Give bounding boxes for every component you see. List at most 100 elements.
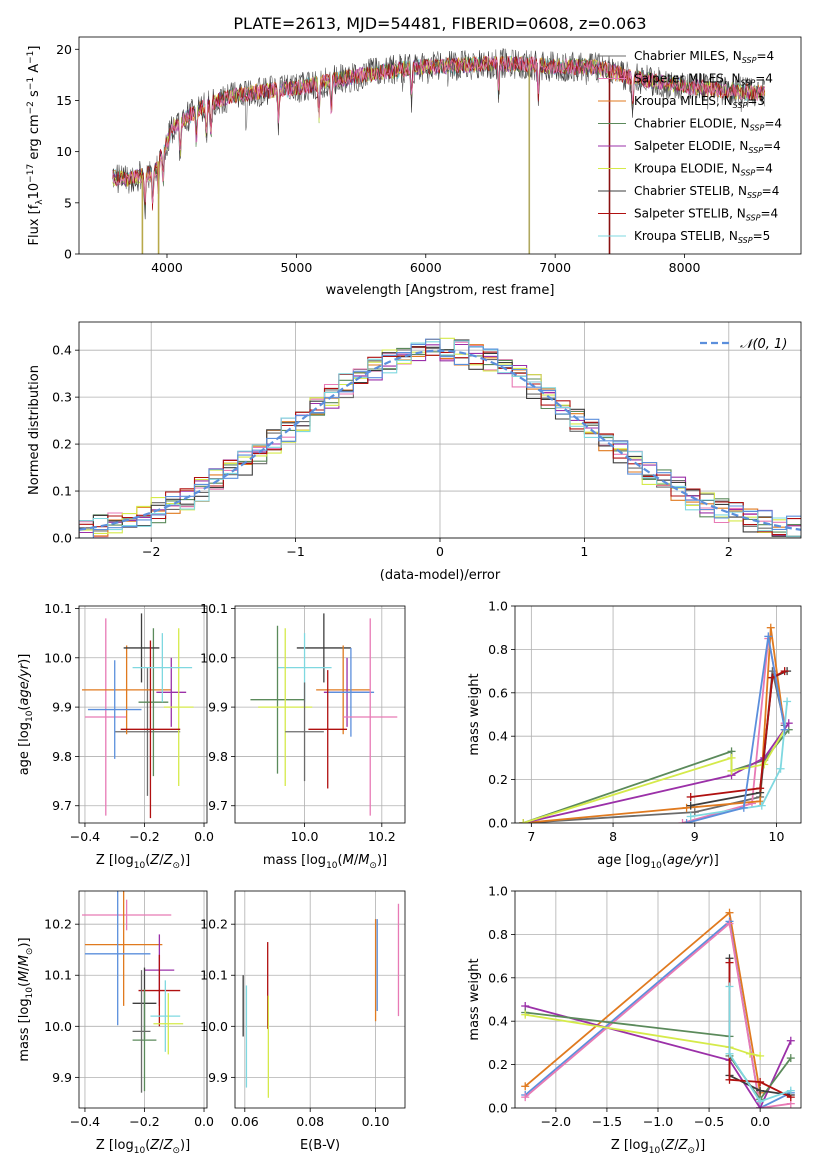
weight-line: [690, 670, 786, 798]
plot-area: [521, 908, 795, 1108]
label-part: Z: [149, 1138, 160, 1153]
label-part: /: [674, 1138, 679, 1153]
y-axis-label: age [log10(age/yr)]: [17, 654, 35, 776]
label-part: 10: [27, 183, 42, 200]
label-part: 10: [25, 987, 35, 999]
label-part: M: [343, 853, 354, 868]
y-tick-label: 10.1: [44, 601, 72, 616]
label-part: Z: [664, 1138, 675, 1153]
spectrum-line: [112, 55, 766, 204]
axes-frame: [78, 321, 802, 539]
legend-entry: Kroupa MILES, NSSP=3: [634, 94, 765, 110]
legend-label: Chabrier MILES, N: [634, 49, 742, 63]
histogram-step: [79, 338, 801, 538]
legend-entry: Kroupa ELODIE, NSSP=4: [634, 162, 773, 178]
label-part: )]: [17, 937, 32, 947]
x-tick-label: 5000: [280, 260, 312, 275]
label-part: ⊙: [369, 861, 377, 871]
y-tick-label: 0.4: [488, 729, 508, 744]
label-part: mass [log: [17, 998, 32, 1061]
axes-frame: [78, 890, 208, 1109]
x-axis-label: Z [log10(Z/Z⊙)]: [96, 853, 190, 871]
axes-frame: [78, 605, 208, 824]
axes-frame: [234, 890, 406, 1109]
weight-vs-z-panel: −2.0 −1.5 −1.0 −0.5 0.0 0.0 0.2 0.4 0.6 0.8 1.0 Z […: [467, 884, 802, 1156]
legend-label: Chabrier ELODIE, N: [634, 117, 750, 131]
weight-line: [525, 1013, 761, 1057]
page-title: PLATE=2613, MJD=54481, FIBERID=0608, z=0…: [233, 14, 646, 33]
plot-area: [112, 48, 766, 254]
label-part: mass [log: [263, 853, 326, 868]
x-tick-label: −1.0: [643, 1114, 673, 1129]
label-part: ⊙: [172, 861, 180, 871]
label-part: age/yr: [667, 853, 710, 868]
label-part: (data-model)/error: [380, 568, 501, 583]
y-axis-label: Flux [fλ10−17 erg cm−2 s−1 A−1]: [26, 46, 45, 246]
label-part: Z [log: [96, 1138, 134, 1153]
x-axis-label: Z [log10(Z/Z⊙)]: [96, 1138, 190, 1156]
y-tick-label: 0.0: [488, 816, 508, 831]
y-axis-label: mass weight: [467, 673, 482, 755]
x-tick-label: 0.08: [296, 1114, 324, 1129]
legend-label: Kroupa STELIB, N: [634, 229, 738, 243]
legend-suffix: =4: [764, 117, 782, 131]
label-part: )]: [709, 853, 719, 868]
legend-sub: SSP: [733, 101, 748, 110]
legend-entry: Chabrier STELIB, NSSP=4: [634, 184, 779, 200]
label-part: Z: [163, 853, 174, 868]
label-part: )]: [180, 853, 190, 868]
legend-sub: SSP: [742, 56, 757, 65]
y-tick-label: 9.9: [52, 1070, 72, 1085]
y-tick-label: 0.4: [488, 1014, 508, 1029]
x-tick-label: 9: [691, 829, 699, 844]
label-part: (: [145, 853, 150, 868]
label-part: (: [145, 1138, 150, 1153]
label-part: /: [354, 853, 359, 868]
x-axis-label: mass [log10(M/M⊙)]: [263, 853, 387, 871]
label-part: Z [log: [96, 853, 134, 868]
legend-entry: Kroupa STELIB, NSSP=5: [634, 229, 770, 245]
x-tick-label: −0.5: [694, 1114, 724, 1129]
label-part: Flux [f: [27, 204, 42, 245]
y-tick-label: 10.1: [200, 601, 228, 616]
x-axis-label: wavelength [Angstrom, rest frame]: [326, 283, 555, 298]
axes-frame: [78, 36, 802, 255]
x-tick-label: −0.4: [70, 1114, 100, 1129]
weight-line: [690, 701, 788, 818]
label-part: )]: [17, 654, 32, 664]
label-part: 10: [134, 1146, 146, 1156]
weight-line: [524, 1005, 792, 1108]
y-tick-label: 15: [56, 93, 72, 108]
legend-label: Salpeter ELODIE, N: [634, 139, 748, 153]
label-part: ⊙: [172, 1146, 180, 1156]
label-part: (: [660, 1138, 665, 1153]
legend-sub: SSP: [738, 236, 753, 245]
axes: −0.4 −0.2 0.09.79.89.910.010.1Z [log10(Z/Z…: [17, 601, 214, 871]
x-axis-label: age [log10(age/yr)]: [597, 853, 719, 871]
label-part: Z: [678, 1138, 689, 1153]
label-part: (: [17, 706, 32, 711]
label-part: /: [17, 966, 32, 971]
x-tick-label: 4000: [151, 260, 183, 275]
label-part: ⊙: [687, 1146, 695, 1156]
y-tick-label: 9.7: [208, 798, 228, 813]
age-vs-z-panel: −0.4 −0.2 0.09.79.89.910.010.1Z [log10(Z/Z…: [17, 601, 214, 871]
x-tick-label: 10.2: [368, 829, 396, 844]
label-part: A: [27, 64, 42, 77]
label-part: −17: [26, 164, 36, 183]
x-axis-label: E(B-V): [300, 1138, 340, 1153]
x-tick-label: −0.4: [70, 829, 100, 844]
y-tick-label: 0.0: [52, 531, 72, 546]
y-tick-label: 10.0: [200, 650, 228, 665]
label-part: mass weight: [467, 958, 482, 1040]
x-tick-label: 7: [527, 829, 535, 844]
x-tick-label: −2.0: [541, 1114, 571, 1129]
y-tick-label: 1.0: [488, 599, 508, 614]
y-tick-label: 9.7: [52, 798, 72, 813]
label-part: ⊙: [25, 948, 35, 956]
spectrum-panel: 4000 5000 6000 7000 8000 0 5 10 15 20 wavelength […: [26, 36, 802, 298]
label-part: M: [17, 955, 32, 966]
